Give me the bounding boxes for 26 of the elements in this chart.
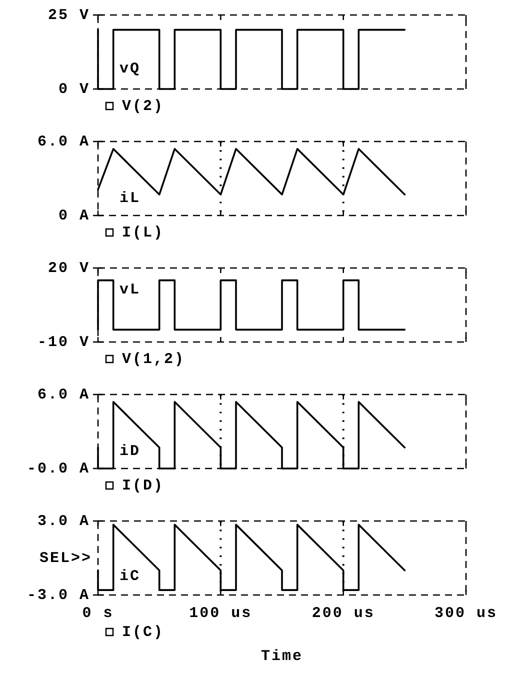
annotation: vL: [119, 281, 141, 298]
y-tick-label: 20 V: [48, 260, 90, 276]
annotation: iC: [119, 568, 141, 585]
y-tick-label: 0 A: [58, 207, 90, 224]
y-tick-label: 6.0 A: [37, 133, 90, 150]
legend-label: V(1,2): [122, 350, 186, 368]
y-tick-label: -10 V: [37, 334, 90, 350]
y-tick-label: 25 V: [48, 6, 90, 24]
text: SEL>>: [39, 550, 92, 566]
legend-label: I(C): [122, 624, 164, 640]
legend-label: I(L): [122, 224, 164, 241]
y-tick-label: 0 V: [58, 80, 90, 98]
y-tick-label: -3.0 A: [26, 586, 90, 604]
x-tick-label: 100 us: [189, 604, 252, 622]
y-tick-label: -0.0 A: [26, 460, 90, 477]
y-tick-label: 6.0 A: [37, 386, 90, 403]
x-tick-label: 200 us: [312, 604, 375, 622]
y-tick-label: 3.0 A: [37, 512, 90, 530]
annotation: vQ: [119, 60, 141, 77]
x-axis-title: Time: [260, 648, 304, 664]
legend-label: V(2): [122, 98, 164, 114]
legend-label: I(D): [122, 477, 164, 494]
annotation: iL: [119, 189, 141, 206]
annotation: iD: [119, 442, 141, 460]
x-tick-label: 300 us: [434, 604, 498, 622]
x-tick-label: 0 s: [82, 604, 114, 622]
